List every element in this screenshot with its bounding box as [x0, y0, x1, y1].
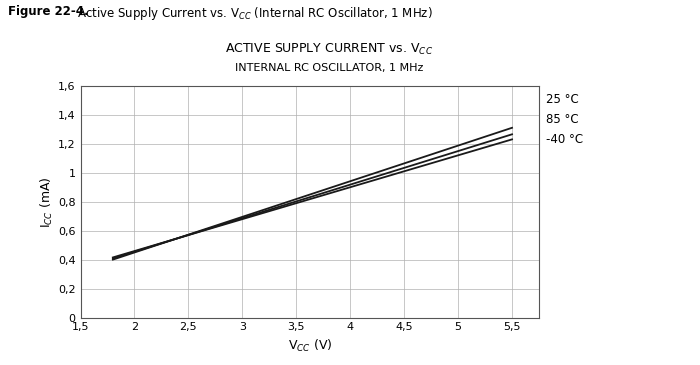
Text: Active Supply Current vs. V$_{CC}$ (Internal RC Oscillator, 1 MHz): Active Supply Current vs. V$_{CC}$ (Inte… — [66, 5, 433, 23]
Text: 25 °C: 25 °C — [546, 93, 579, 106]
X-axis label: V$_{CC}$ (V): V$_{CC}$ (V) — [288, 338, 332, 354]
Text: 85 °C: 85 °C — [546, 113, 579, 126]
Text: INTERNAL RC OSCILLATOR, 1 MHz: INTERNAL RC OSCILLATOR, 1 MHz — [234, 63, 424, 73]
Text: -40 °C: -40 °C — [546, 133, 583, 146]
Y-axis label: I$_{CC}$ (mA): I$_{CC}$ (mA) — [39, 176, 55, 227]
Text: Figure 22-4.: Figure 22-4. — [8, 5, 89, 19]
Text: ACTIVE SUPPLY CURRENT vs. V$_{CC}$: ACTIVE SUPPLY CURRENT vs. V$_{CC}$ — [225, 42, 433, 57]
